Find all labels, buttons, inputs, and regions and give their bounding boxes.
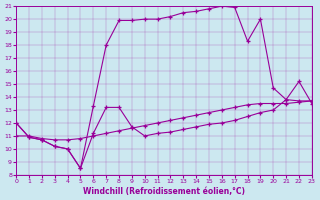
X-axis label: Windchill (Refroidissement éolien,°C): Windchill (Refroidissement éolien,°C)	[83, 187, 245, 196]
